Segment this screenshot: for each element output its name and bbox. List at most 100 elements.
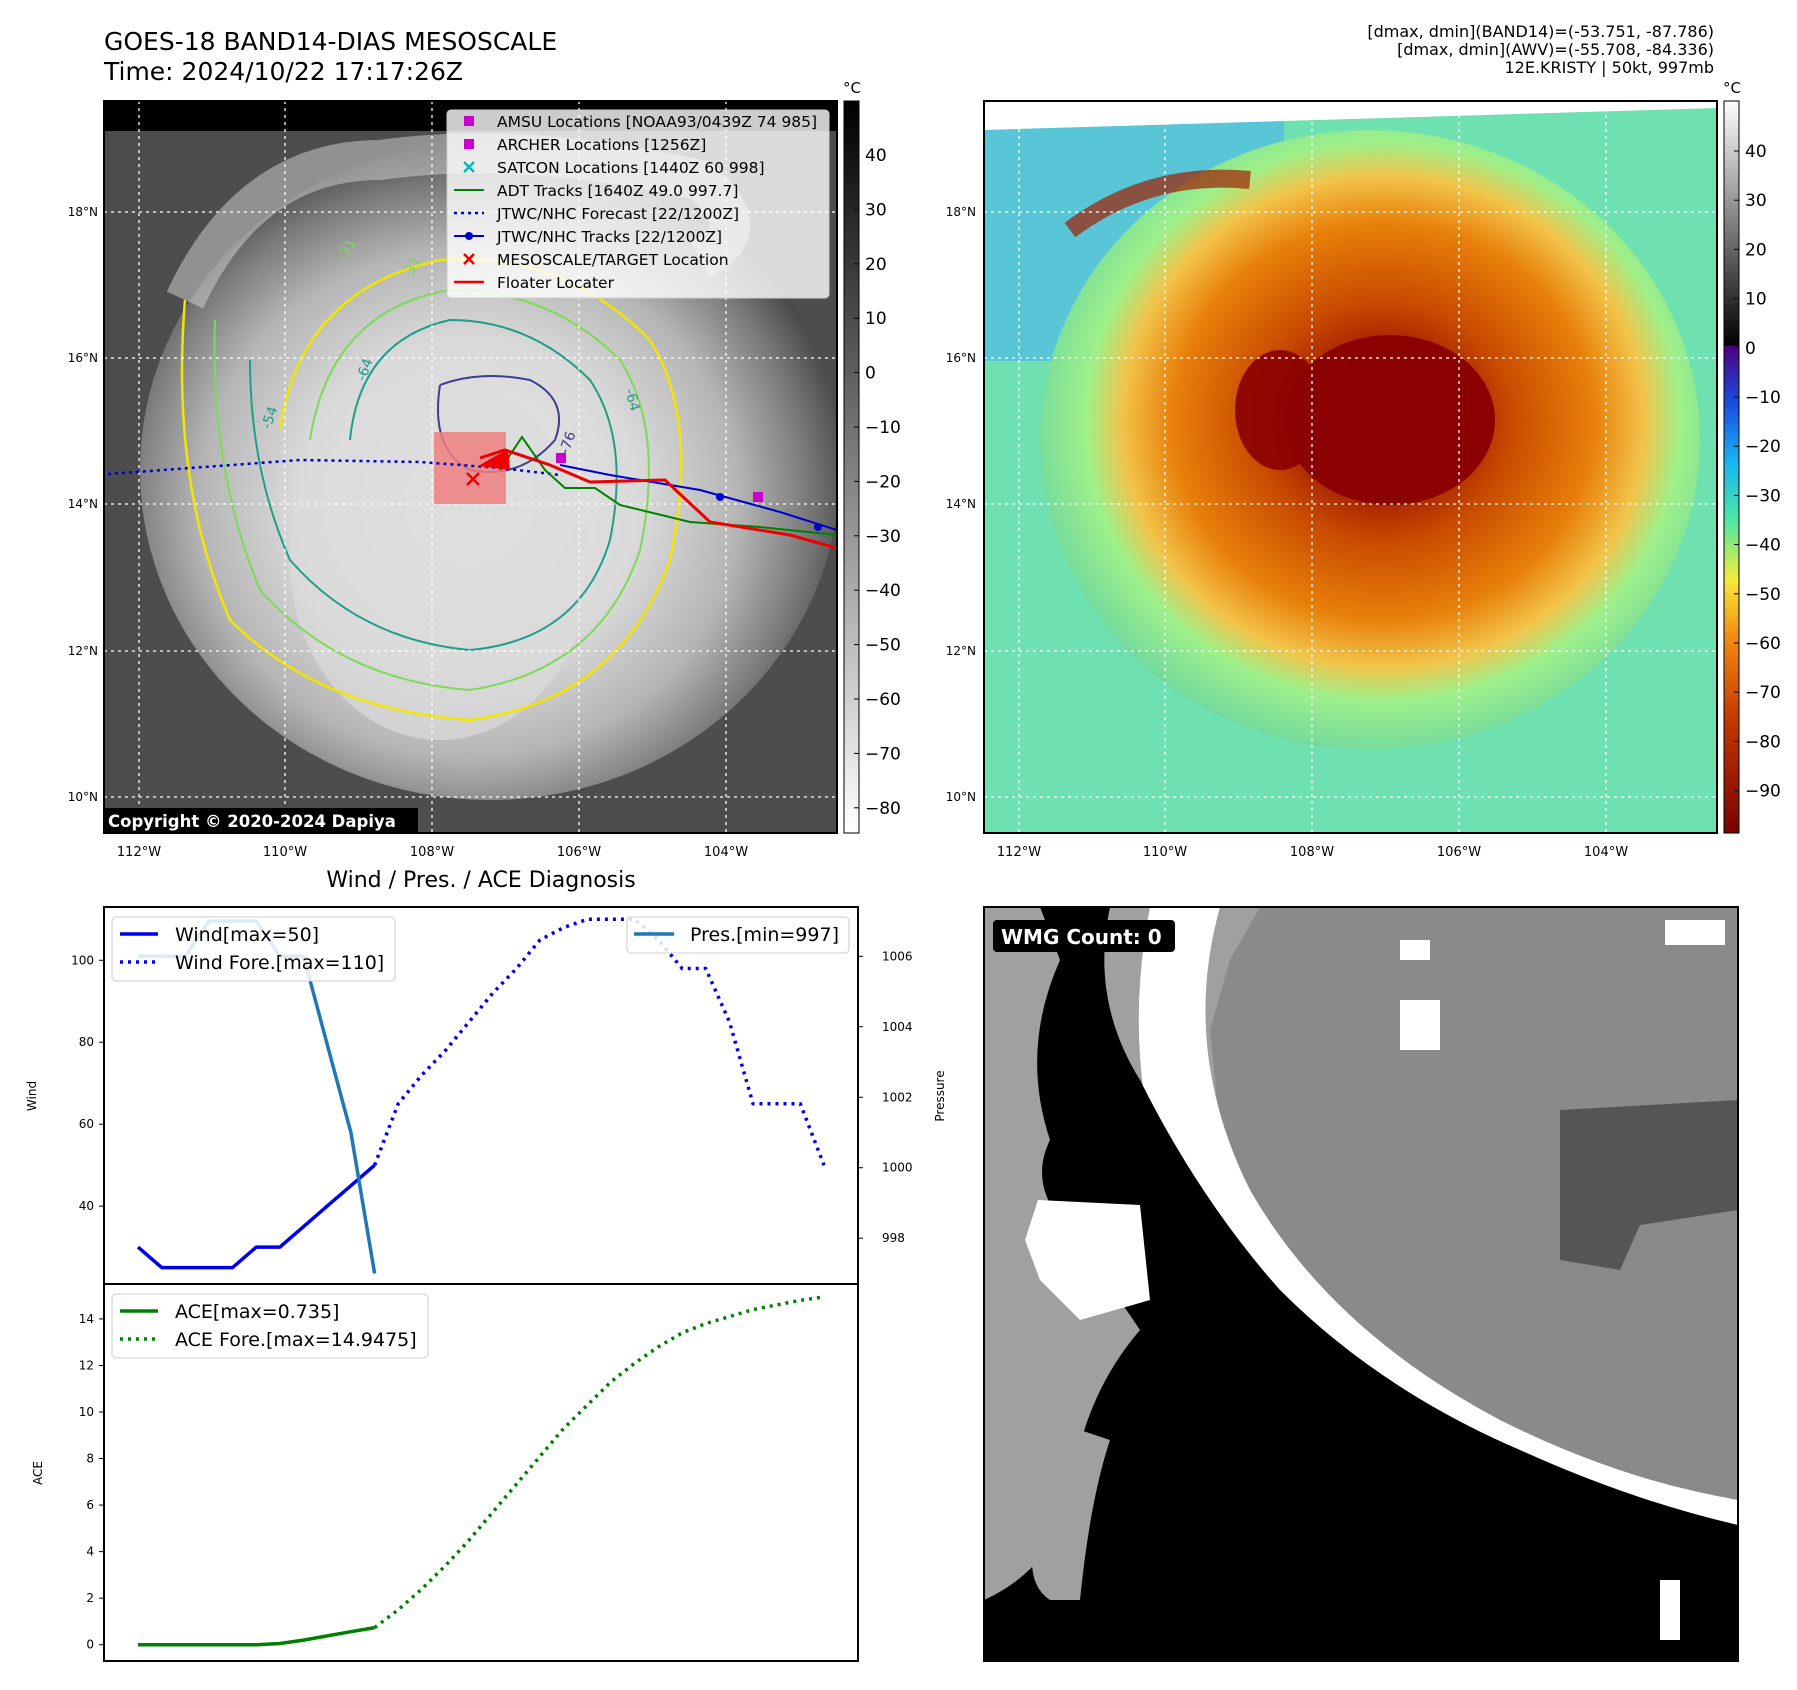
- awv-colorbar-ticks: 40 30 20 10 0 −10 −20 −30 −40 −50 −60 −70 −80 −90: [1734, 142, 1781, 802]
- series-line-0: [136, 1163, 376, 1270]
- wmg-count-badge: [993, 920, 1175, 952]
- legend-tracks-point: [465, 232, 473, 240]
- y2-tick-label: 1000: [882, 1161, 913, 1175]
- lat-label: 14°N: [68, 497, 98, 511]
- y-tick-label: 40: [79, 1199, 94, 1213]
- colorbar-tick-label: 0: [1745, 339, 1756, 359]
- awv-range: [dmax, dmin](AWV)=(-55.708, -84.336): [1397, 40, 1714, 59]
- wmg-gray-patch: [1032, 1420, 1110, 1600]
- lon-label: 112°W: [117, 845, 161, 860]
- lat-label: 14°N: [946, 497, 976, 511]
- lon-label: 106°W: [1437, 845, 1481, 860]
- floater-track: [479, 448, 837, 550]
- wind-y-ticks: 40 60 80 100: [71, 953, 104, 1213]
- y2-tick-label: 1004: [882, 1020, 913, 1034]
- awv-nodata-strip: [984, 101, 1717, 130]
- amsu-location: [753, 492, 763, 502]
- contour-teal: [249, 318, 618, 652]
- ir-lon-labels: 112°W 110°W 108°W 106°W 104°W: [117, 845, 748, 860]
- y-tick-label: 100: [71, 953, 94, 967]
- awv-lon-labels: 112°W 110°W 108°W 106°W 104°W: [997, 845, 1628, 860]
- lon-label: 112°W: [997, 845, 1041, 860]
- colorbar-tick-label: 10: [1745, 290, 1767, 310]
- lat-label: 12°N: [68, 644, 98, 658]
- floater-marker: [478, 449, 510, 470]
- ace-axis-label: ACE: [31, 1461, 45, 1485]
- lon-label: 110°W: [1143, 845, 1187, 860]
- wmg-frame: [983, 906, 1739, 1662]
- copyright-badge: [104, 808, 418, 832]
- ir-map-frame: [103, 100, 838, 834]
- y-tick-label: 10: [79, 1405, 94, 1419]
- map-legend: AMSU Locations [NOAA93/0439Z 74 985] ARC…: [446, 109, 830, 299]
- lat-label: 18°N: [946, 205, 976, 219]
- colorbar-tick-label: −80: [865, 799, 901, 819]
- series-line-1: [373, 1295, 825, 1629]
- colorbar-tick-label: 40: [865, 146, 887, 166]
- lat-label: 10°N: [946, 790, 976, 804]
- ace-y-ticks: 0 2 4 6 8 10 12 14: [79, 1312, 104, 1652]
- awv-colorbar-warm-ramp: [1724, 101, 1739, 346]
- awv-gridlines: [984, 101, 1717, 833]
- y-tick-label: 14: [79, 1312, 94, 1326]
- colorbar-tick-label: −30: [1745, 486, 1781, 506]
- legend-satcon-marker: [463, 161, 475, 173]
- colorbar-tick-label: −20: [865, 472, 901, 492]
- legend-label: ADT Tracks [1640Z 49.0 997.7]: [497, 182, 738, 200]
- contour-label: -64: [621, 387, 642, 413]
- wmg-white-speck: [1400, 1000, 1440, 1050]
- colorbar-tick-label: 20: [1745, 240, 1767, 260]
- legend-pressure-label: Pres.[min=997]: [690, 924, 839, 946]
- awv-colorbar: °C 40 30 20 10 0 −10 −20 −30 −40 −50 −60 −70 −80 −90: [1723, 79, 1781, 834]
- gray-colorbar-ticks: 40 30 20 10 0 −10 −20 −30 −40 −50 −60 −70 −80: [854, 146, 901, 819]
- wmg-dark-region: [1560, 1100, 1738, 1270]
- colorbar-tick-label: −80: [1745, 732, 1781, 752]
- awv-colorbar-cold-ramp: [1724, 346, 1739, 833]
- contour-label: -54: [259, 404, 282, 431]
- colorbar-tick-label: −50: [865, 636, 901, 656]
- lat-label: 18°N: [68, 205, 98, 219]
- lon-label: 104°W: [1584, 845, 1628, 860]
- awv-colorbar-frame: [1723, 100, 1740, 834]
- lat-label: 10°N: [68, 790, 98, 804]
- figure-title: GOES-18 BAND14-DIAS MESOSCALE Time: 2024…: [104, 27, 557, 87]
- legend-wind-fore-label: Wind Fore.[max=110]: [175, 952, 384, 974]
- awv-map-frame: [983, 100, 1718, 834]
- y-tick-label: 6: [86, 1498, 94, 1512]
- colorbar-tick-label: −90: [1745, 782, 1781, 802]
- colorbar-tick-label: 10: [865, 309, 887, 329]
- pressure-y-ticks: 998 1000 1002 1004 1006: [858, 949, 913, 1245]
- y-tick-label: 80: [79, 1035, 94, 1049]
- awv-cold-cell: [1235, 350, 1325, 470]
- y-tick-label: 2: [86, 1591, 94, 1605]
- colorbar-tick-label: −50: [1745, 585, 1781, 605]
- title-line-2: Time: 2024/10/22 17:17:26Z: [104, 57, 463, 86]
- gray-colorbar: °C 40 30 20 10 0 −10 −20 −30 −40 −50 −60 −70 −80: [843, 79, 901, 834]
- legend-label: SATCON Locations [1440Z 60 998]: [497, 159, 765, 177]
- pressure-legend-box: [626, 916, 850, 954]
- jtwc-track-point: [716, 493, 724, 501]
- y-tick-label: 8: [86, 1452, 94, 1466]
- storm-info: 12E.KRISTY | 50kt, 997mb: [1504, 58, 1715, 77]
- wmg-count-text: WMG Count: 0: [1001, 925, 1162, 949]
- colorbar-tick-label: 30: [1745, 191, 1767, 211]
- ace-series: [138, 1295, 825, 1647]
- wmg-white-speck: [1400, 940, 1430, 960]
- wmg-gray-region: [1210, 907, 1738, 1500]
- y-tick-label: 4: [86, 1545, 94, 1559]
- jtwc-track: [559, 464, 837, 531]
- colorbar-tick-label: 30: [865, 200, 887, 220]
- y-tick-label: 0: [86, 1638, 94, 1652]
- colorbar-tick-label: −40: [865, 581, 901, 601]
- y2-tick-label: 1006: [882, 949, 913, 963]
- lon-label: 108°W: [1290, 845, 1334, 860]
- wind-legend-box: [111, 916, 396, 982]
- series-line-0: [138, 1625, 375, 1647]
- pressure-axis-label: Pressure: [933, 1070, 947, 1121]
- ir-map-panel: -64 -76 -31 -31 -64 -54 AMSU Locations […: [68, 100, 838, 860]
- lat-label: 16°N: [946, 351, 976, 365]
- awv-map-panel: 18°N 16°N 14°N 12°N 10°N 112°W 110°W 108…: [946, 100, 1718, 860]
- colorbar-tick-label: −20: [1745, 437, 1781, 457]
- lon-label: 108°W: [410, 845, 454, 860]
